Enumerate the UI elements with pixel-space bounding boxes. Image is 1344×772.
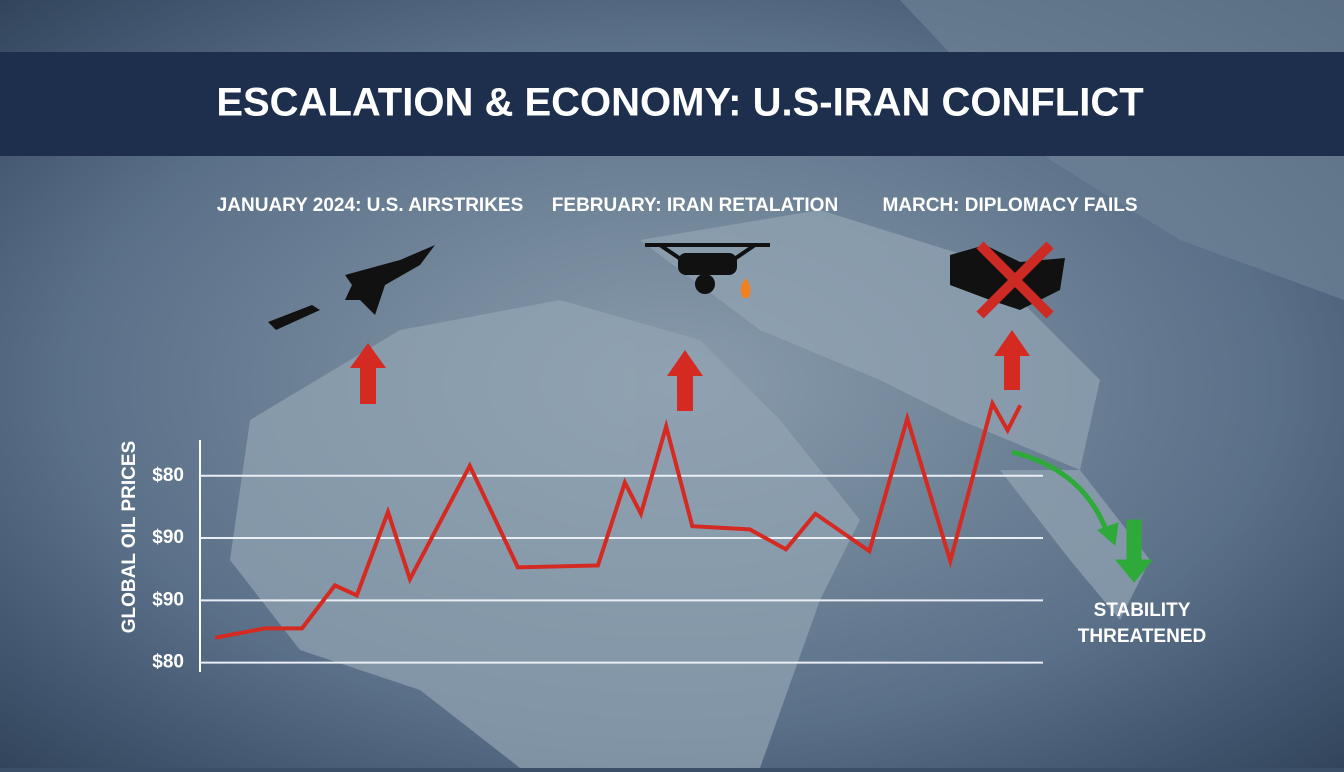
drone-icon (645, 243, 770, 298)
title-bar (0, 52, 1344, 156)
y-axis-title: GLOBAL OIL PRICES (119, 441, 140, 634)
annotation: THREATENED (1078, 626, 1206, 647)
y-tick-label: $90 (152, 589, 184, 610)
handshake-icon (950, 241, 1065, 319)
event-label: MARCH: DIPLOMACY FAILS (882, 195, 1137, 216)
y-tick-label: $90 (152, 527, 184, 548)
annotation: STABILITY (1094, 600, 1191, 621)
y-tick-label: $80 (152, 652, 184, 673)
data-line (214, 398, 1023, 640)
up-arrow (350, 330, 1030, 411)
event-label: JANUARY 2024: U.S. AIRSTRIKES (217, 195, 524, 216)
event-label: FEBRUARY: IRAN RETALATION (552, 195, 838, 216)
chart-title: ESCALATION & ECONOMY: U.S-IRAN CONFLICT (216, 81, 1143, 125)
jet-icon (268, 245, 435, 330)
y-tick-label: $80 (152, 465, 184, 486)
down-arrow (1011, 449, 1154, 583)
